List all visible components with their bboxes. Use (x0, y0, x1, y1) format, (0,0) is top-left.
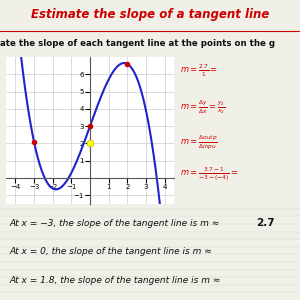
Text: $m = \frac{2.7}{1} =$: $m = \frac{2.7}{1} =$ (180, 63, 218, 79)
Text: At x = −3, the slope of the tangent line is m ≈: At x = −3, the slope of the tangent line… (9, 219, 219, 228)
Text: Estimate the slope of a tangent line: Estimate the slope of a tangent line (31, 8, 269, 21)
Text: $m = \frac{\Delta y}{\Delta x} = \frac{y_2}{x_2}$: $m = \frac{\Delta y}{\Delta x} = \frac{y… (180, 98, 226, 116)
Text: $m = \frac{\Delta outp}{\Delta inpu}$: $m = \frac{\Delta outp}{\Delta inpu}$ (180, 134, 218, 152)
Text: At x = 0, the slope of the tangent line is m ≈: At x = 0, the slope of the tangent line … (9, 248, 212, 256)
Text: ate the slope of each tangent line at the points on the g: ate the slope of each tangent line at th… (0, 39, 275, 48)
Text: $m = \frac{3.7-1}{-3-(-4)} =$: $m = \frac{3.7-1}{-3-(-4)} =$ (180, 166, 238, 184)
Text: At x = 1.8, the slope of the tangent line is m ≈: At x = 1.8, the slope of the tangent lin… (9, 276, 220, 285)
Text: 2.7: 2.7 (256, 218, 275, 228)
